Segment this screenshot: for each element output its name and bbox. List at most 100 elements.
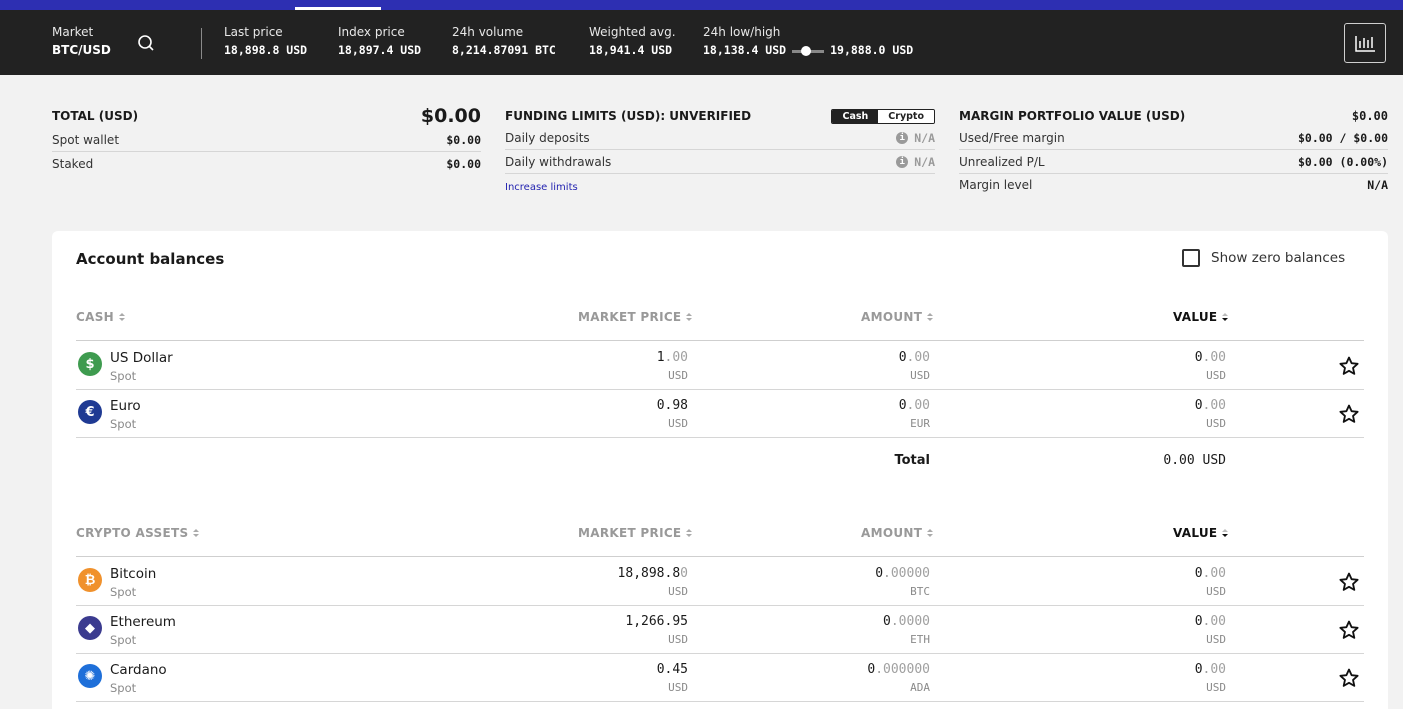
value-cell: 0.00 USD: [1076, 566, 1226, 599]
amount-dim: .0000: [890, 614, 930, 629]
header-label: VALUE: [1173, 525, 1218, 540]
margin-value: $0.00: [1351, 109, 1388, 123]
info-icon[interactable]: i: [896, 155, 909, 168]
asset-name: Ethereum: [110, 614, 176, 630]
stat-label: 24h volume: [452, 25, 524, 39]
increase-limits-link[interactable]: Increase limits: [505, 182, 578, 193]
market-label: Market: [52, 25, 94, 39]
amount-main: 0: [898, 398, 907, 413]
stat-label: 24h low/high: [703, 25, 781, 39]
value-main: 0: [1194, 398, 1203, 413]
market-price-cell: 1,266.95 USD: [536, 614, 688, 647]
sort-icon: [686, 528, 693, 537]
sort-market-price[interactable]: MARKET PRICE: [578, 509, 693, 556]
market-pair[interactable]: BTC/USD: [52, 43, 111, 57]
amount-dim: .00: [906, 398, 930, 413]
show-zero-label: Show zero balances: [1211, 250, 1346, 266]
search-icon[interactable]: [136, 33, 156, 53]
total-value: 0.00 USD: [1163, 453, 1226, 468]
header-label: VALUE: [1173, 309, 1218, 324]
sort-desc-icon: [1222, 312, 1229, 321]
star-icon[interactable]: [1338, 619, 1360, 641]
amount-cell: 0.00000 BTC: [776, 566, 930, 599]
table-row[interactable]: $ US Dollar Spot 1.00 USD 0.00 USD 0.00 USD: [76, 342, 1364, 390]
price-main: 18,898.8: [617, 566, 681, 581]
cash-crypto-toggle[interactable]: Cash Crypto: [831, 108, 935, 124]
total-summary: TOTAL (USD) $0.00 Spot wallet $0.00 Stak…: [52, 105, 481, 176]
value-unit: USD: [1206, 681, 1226, 694]
high-value: 19,888.0 USD: [830, 43, 914, 57]
row-label: Unrealized P/L: [959, 154, 1045, 169]
price-unit: USD: [668, 633, 688, 646]
low-value: 18,138.4 USD: [703, 43, 787, 57]
star-icon[interactable]: [1338, 667, 1360, 689]
star-icon[interactable]: [1338, 571, 1360, 593]
amount-cell: 0.00 USD: [776, 350, 930, 383]
row-label: Staked: [52, 157, 94, 171]
total-label: Total: [894, 453, 930, 468]
price-unit: USD: [668, 369, 688, 382]
funding-limits: FUNDING LIMITS (USD): UNVERIFIED Cash Cr…: [505, 106, 935, 194]
table-row[interactable]: ✺ Cardano Spot 0.45 USD 0.000000 ADA 0.00 USD: [76, 654, 1364, 702]
market-selector[interactable]: Market BTC/USD: [52, 25, 111, 57]
row-label: Margin level: [959, 178, 1033, 192]
show-zero-checkbox[interactable]: [1182, 249, 1200, 267]
market-header: Market BTC/USD Last price 18,898.8 USD I…: [0, 10, 1403, 75]
sort-icon: [686, 312, 693, 321]
header-label: AMOUNT: [861, 525, 923, 540]
amount-main: 0: [898, 350, 907, 365]
row-value: $0.00 / $0.00: [1297, 130, 1388, 145]
price-dim: .00: [664, 350, 688, 365]
stat-label: Index price: [338, 25, 405, 39]
info-icon[interactable]: i: [896, 131, 909, 144]
amount-main: 0: [883, 614, 891, 629]
amount-unit: EUR: [910, 417, 930, 430]
price-main: 1: [656, 350, 665, 365]
star-icon[interactable]: [1338, 355, 1360, 377]
table-row[interactable]: ₿ Bitcoin Spot 18,898.80 USD 0.00000 BTC 0.00 US…: [76, 558, 1364, 606]
stat-value: 18,941.4 USD: [589, 43, 673, 57]
price-main: 0.45: [656, 662, 688, 677]
price-main: 1,266.95: [625, 614, 688, 629]
market-price-cell: 1.00 USD: [536, 350, 688, 383]
row-value: $0.00: [446, 132, 481, 147]
star-icon[interactable]: [1338, 403, 1360, 425]
value-main: 0: [1194, 350, 1203, 365]
euro-icon: €: [78, 400, 102, 424]
sort-amount[interactable]: AMOUNT: [861, 293, 934, 340]
row-value: $0.00: [446, 157, 481, 171]
margin-title: MARGIN PORTFOLIO VALUE (USD): [959, 109, 1186, 123]
asset-name: Cardano: [110, 662, 167, 678]
show-zero-balances-toggle[interactable]: Show zero balances: [1182, 249, 1345, 267]
value-main: 0: [1194, 662, 1203, 677]
toggle-crypto[interactable]: Crypto: [878, 109, 934, 123]
amount-cell: 0.000000 ADA: [776, 662, 930, 695]
cash-table-header: CASH MARKET PRICE AMOUNT VALUE: [76, 293, 1364, 341]
header-label: AMOUNT: [861, 309, 923, 324]
amount-cell: 0.0000 ETH: [776, 614, 930, 647]
price-unit: USD: [668, 585, 688, 598]
value-cell: 0.00 USD: [1076, 350, 1226, 383]
asset-name: Euro: [110, 398, 141, 414]
sort-value[interactable]: VALUE: [1173, 509, 1229, 556]
summary-row: Daily deposits i N/A: [505, 126, 935, 150]
price-main: 0.98: [656, 398, 688, 413]
sort-value[interactable]: VALUE: [1173, 293, 1229, 340]
table-row[interactable]: € Euro Spot 0.98 USD 0.00 EUR 0.00 USD: [76, 390, 1364, 438]
toggle-cash[interactable]: Cash: [832, 109, 879, 123]
asset-wallet-type: Spot: [110, 417, 137, 431]
value-cell: 0.00 USD: [1076, 614, 1226, 647]
sort-market-price[interactable]: MARKET PRICE: [578, 293, 693, 340]
bar-chart-icon[interactable]: [1344, 23, 1386, 63]
price-unit: USD: [668, 681, 688, 694]
value-unit: USD: [1206, 417, 1226, 430]
sort-crypto-assets[interactable]: CRYPTO ASSETS: [76, 509, 200, 556]
ethereum-icon: ◆: [78, 616, 102, 640]
sort-desc-icon: [1222, 528, 1229, 537]
header-label: CRYPTO ASSETS: [76, 525, 189, 540]
asset-wallet-type: Spot: [110, 633, 137, 647]
table-row[interactable]: ◆ Ethereum Spot 1,266.95 USD 0.0000 ETH 0.00 USD: [76, 606, 1364, 654]
amount-main: 0: [875, 566, 884, 581]
sort-amount[interactable]: AMOUNT: [861, 509, 934, 556]
sort-cash[interactable]: CASH: [76, 293, 125, 340]
